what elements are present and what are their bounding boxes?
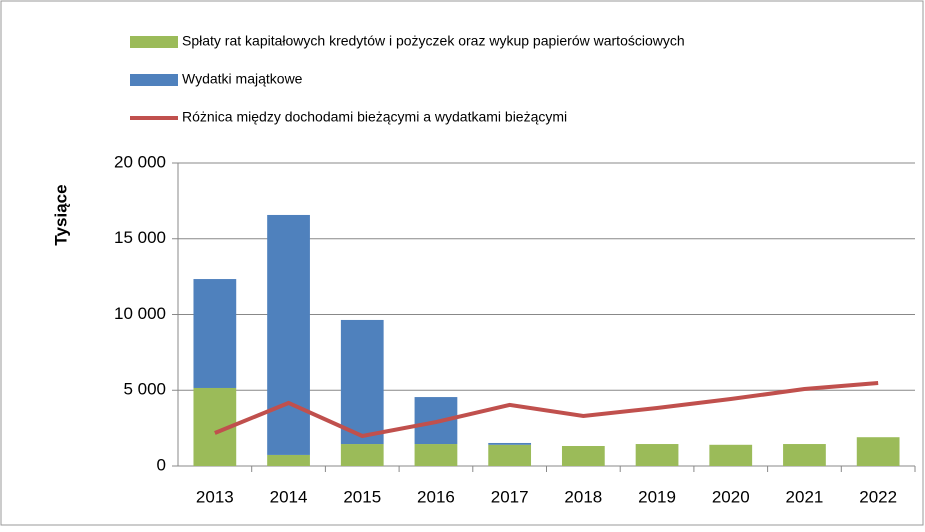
y-axis-label: Tysiące bbox=[51, 184, 70, 245]
line bbox=[214, 380, 879, 439]
bar bbox=[340, 319, 384, 445]
x-tick-label: 2021 bbox=[786, 487, 824, 506]
legend-swatch bbox=[130, 74, 178, 86]
x-tick-label: 2017 bbox=[491, 487, 529, 506]
y-tick-label: 0 bbox=[157, 455, 166, 474]
x-tick-label: 2015 bbox=[343, 487, 381, 506]
bar bbox=[267, 214, 310, 455]
bar bbox=[488, 444, 532, 466]
bar bbox=[709, 444, 753, 466]
x-tick-label: 2013 bbox=[196, 487, 234, 506]
y-tick-label: 20 000 bbox=[114, 152, 166, 171]
legend-swatch bbox=[130, 36, 178, 48]
legend-label: Wydatki majątkowe bbox=[182, 71, 303, 87]
x-tick-label: 2018 bbox=[564, 487, 602, 506]
bar bbox=[561, 446, 605, 466]
x-tick-label: 2014 bbox=[270, 487, 308, 506]
bar bbox=[340, 444, 384, 466]
bar bbox=[193, 279, 237, 388]
bar bbox=[783, 444, 826, 466]
bar bbox=[414, 444, 458, 466]
y-tick-label: 10 000 bbox=[114, 304, 166, 323]
x-tick-label: 2020 bbox=[712, 487, 750, 506]
legend-label: Różnica między dochodami bieżącymi a wyd… bbox=[182, 109, 567, 125]
y-tick-label: 15 000 bbox=[114, 228, 166, 247]
bar bbox=[856, 437, 900, 466]
x-tick-label: 2019 bbox=[638, 487, 676, 506]
bar bbox=[488, 442, 532, 445]
x-tick-label: 2016 bbox=[417, 487, 455, 506]
x-tick-label: 2022 bbox=[859, 487, 897, 506]
bar bbox=[635, 444, 679, 466]
y-tick-label: 5 000 bbox=[123, 380, 166, 399]
legend-label: Spłaty rat kapitałowych kredytów i pożyc… bbox=[182, 33, 685, 49]
bar bbox=[267, 454, 310, 466]
